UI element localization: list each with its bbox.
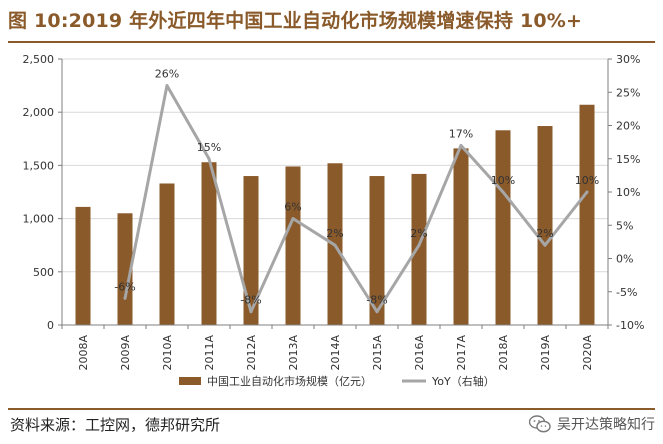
y-right-tick-label: 0%	[616, 253, 633, 266]
watermark: 吴开达策略知行	[529, 414, 655, 434]
chart-area: 0 500 1,000 1,500 2,000 2,500 -10% -5% 0% 5% 10% 15…	[23, 53, 645, 388]
bar	[117, 213, 133, 325]
yoy-data-label: 10%	[575, 174, 599, 187]
bar	[537, 126, 553, 325]
bar	[579, 104, 595, 325]
yoy-data-label: 6%	[284, 201, 301, 214]
x-tick-label: 2019A	[539, 335, 552, 371]
x-tick-label: 2010A	[161, 335, 174, 371]
y-right-tick-label: 5%	[616, 219, 633, 232]
yoy-line-series	[123, 84, 589, 314]
axes: 0 500 1,000 1,500 2,000 2,500 -10% -5% 0% 5% 10% 15…	[23, 53, 645, 371]
yoy-data-label: 2%	[536, 227, 553, 240]
yoy-point	[123, 296, 127, 300]
x-tick-label: 2018A	[497, 335, 510, 371]
y-right-tick-label: -10%	[616, 319, 644, 332]
y-right-tick-label: 25%	[616, 86, 640, 99]
x-tick-label: 2017A	[455, 335, 468, 371]
x-tick-label: 2015A	[371, 335, 384, 371]
yoy-point	[417, 243, 421, 247]
wechat-icon	[529, 415, 551, 433]
legend: 中国工业自动化市场规模（亿元） YoY（右轴）	[179, 374, 495, 388]
yoy-data-label: 17%	[449, 127, 473, 140]
footer-divider	[8, 408, 655, 410]
yoy-point	[543, 243, 547, 247]
legend-bar-label: 中国工业自动化市场规模（亿元）	[207, 374, 372, 388]
source-note: 资料来源：工控网，德邦研究所	[10, 416, 221, 434]
yoy-data-label: -6%	[114, 280, 135, 293]
chart-title: 图 10:2019 年外近四年中国工业自动化市场规模增速保持 10%+	[8, 10, 583, 32]
yoy-point	[459, 143, 463, 147]
yoy-point	[249, 310, 253, 314]
yoy-line	[123, 84, 589, 314]
legend-bar-swatch	[179, 377, 201, 385]
yoy-data-label: 15%	[197, 141, 221, 154]
bar	[369, 176, 385, 325]
y-left-tick-label: 0	[47, 319, 54, 332]
x-tick-label: 2013A	[287, 335, 300, 371]
bar	[159, 183, 175, 325]
x-tick-label: 2016A	[413, 335, 426, 371]
yoy-point	[333, 243, 337, 247]
bar-series	[75, 104, 595, 325]
x-tick-label: 2014A	[329, 335, 342, 371]
x-tick-label: 2011A	[203, 335, 216, 371]
y-right-tick-label: 20%	[616, 120, 640, 133]
x-tick-label: 2009A	[119, 335, 132, 371]
x-tick-label: 2012A	[245, 335, 258, 371]
legend-line-label: YoY（右轴）	[431, 374, 495, 388]
bar	[411, 173, 427, 325]
x-tick-label: 2008A	[77, 335, 90, 371]
yoy-point	[585, 190, 589, 194]
y-left-tick-label: 500	[33, 266, 54, 279]
y-right-tick-label: 15%	[616, 153, 640, 166]
watermark-text: 吴开达策略知行	[557, 417, 655, 433]
yoy-point	[165, 84, 169, 88]
bar	[201, 162, 217, 325]
data-labels: -6% 26% 15% -8% 6% 2% -8% 2% 17% 10% 2% 10%	[114, 68, 599, 307]
x-tick-label: 2020A	[581, 335, 594, 371]
y-right-tick-label: 30%	[616, 53, 640, 66]
y-left-tick-label: 2,000	[23, 106, 55, 119]
bar	[75, 206, 91, 325]
yoy-point	[207, 157, 211, 161]
bar	[495, 130, 511, 325]
yoy-data-label: -8%	[366, 294, 387, 307]
y-right-tick-label: 10%	[616, 186, 640, 199]
bar	[285, 166, 301, 325]
bar	[243, 176, 259, 325]
y-left-tick-label: 1,500	[23, 159, 55, 172]
y-left-tick-label: 2,500	[23, 53, 55, 66]
bar	[453, 148, 469, 325]
yoy-point	[375, 310, 379, 314]
y-left-tick-label: 1,000	[23, 213, 55, 226]
yoy-data-label: 26%	[155, 68, 179, 81]
yoy-data-label: 2%	[326, 227, 343, 240]
title-divider	[8, 41, 655, 43]
yoy-point	[501, 190, 505, 194]
yoy-data-label: -8%	[240, 294, 261, 307]
yoy-point	[291, 217, 295, 221]
y-right-tick-label: -5%	[616, 286, 637, 299]
yoy-data-label: 2%	[410, 227, 427, 240]
yoy-data-label: 10%	[491, 174, 515, 187]
